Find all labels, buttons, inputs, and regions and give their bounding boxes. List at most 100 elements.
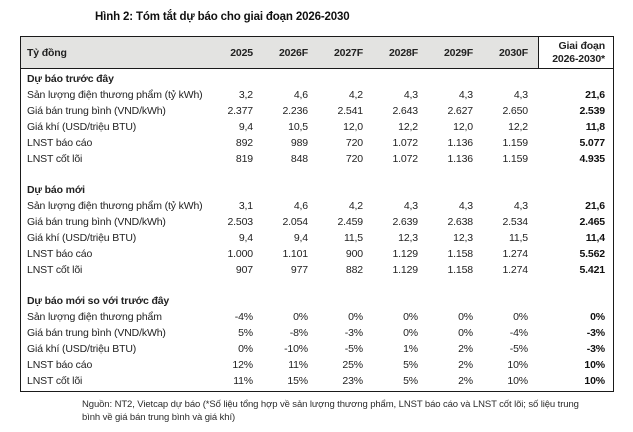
cell-value: 11,5 <box>508 232 528 244</box>
row-label: LNST báo cáo <box>27 359 93 371</box>
cell-value: 10,5 <box>288 121 308 133</box>
cell-period-total: 0% <box>590 311 605 323</box>
cell-value: 1.274 <box>502 248 528 260</box>
cell-value: 1.000 <box>227 248 253 260</box>
table-row: LNST báo cáo 892 989 720 1.072 1.136 1.159 5.07… <box>21 135 613 151</box>
cell-value: 0% <box>293 311 308 323</box>
cell-value: 2.503 <box>227 216 253 228</box>
source-note: Nguồn: NT2, Vietcap dự báo (*Số liệu tổn… <box>82 399 579 423</box>
cell-value: 12% <box>232 359 253 371</box>
cell-value: 5% <box>403 375 418 387</box>
row-label: LNST cốt lõi <box>27 375 83 387</box>
cell-value: 4,3 <box>458 89 473 101</box>
cell-period-total: -3% <box>586 327 605 339</box>
row-label: Giá bán trung bình (VND/kWh) <box>27 216 166 228</box>
cell-value: 9,4 <box>293 232 308 244</box>
cell-value: 882 <box>345 264 363 276</box>
cell-value: 5% <box>238 327 253 339</box>
table-row: Giá khí (USD/triệu BTU) 0% -10% -5% 1% 2% -5% -… <box>21 341 613 357</box>
cell-value: 2% <box>458 343 473 355</box>
table-row: LNST báo cáo 1.000 1.101 900 1.129 1.158 1.274… <box>21 246 613 262</box>
cell-value: 12,0 <box>453 121 473 133</box>
table-row: Giá bán trung bình (VND/kWh) 2.503 2.054 2.… <box>21 214 613 230</box>
cell-value: 2.627 <box>447 105 473 117</box>
row-label: Giá bán trung bình (VND/kWh) <box>27 105 166 117</box>
cell-value: 977 <box>290 264 308 276</box>
row-label: Sản lượng điện thương phẩm (tỷ kWh) <box>27 89 203 101</box>
row-label: LNST báo cáo <box>27 137 93 149</box>
cell-value: 1.101 <box>282 248 308 260</box>
cell-value: 2.643 <box>392 105 418 117</box>
cell-value: -5% <box>344 343 363 355</box>
row-label: LNST báo cáo <box>27 248 93 260</box>
table-row: Sản lượng điện thương phẩm -4% 0% 0% 0% 0% 0% 0… <box>21 309 613 325</box>
cell-value: 0% <box>403 327 418 339</box>
period-header-cell: Giai đoạn 2026-2030* <box>538 37 613 68</box>
cell-value: 1% <box>403 343 418 355</box>
cell-value: 12,3 <box>453 232 473 244</box>
cell-value: 2.377 <box>227 105 253 117</box>
year-header-cell: 2025 <box>208 37 263 68</box>
cell-value: 0% <box>238 343 253 355</box>
section-title: Dự báo mới so với trước đây <box>27 295 170 307</box>
table-row: Sản lượng điện thương phẩm (tỷ kWh) 3,2 4,… <box>21 87 613 103</box>
table-row: Sản lượng điện thương phẩm (tỷ kWh) 3,1 4,… <box>21 198 613 214</box>
cell-value: 1.158 <box>447 264 473 276</box>
section-gap <box>21 167 613 180</box>
cell-value: 1.072 <box>392 137 418 149</box>
cell-value: 10% <box>507 375 528 387</box>
table-body: Dự báo trước đây Sản lượng điện thương ph… <box>21 69 613 391</box>
section-gap <box>21 278 613 291</box>
row-label: Giá bán trung bình (VND/kWh) <box>27 327 166 339</box>
cell-value: 0% <box>458 327 473 339</box>
cell-value: 720 <box>345 153 363 165</box>
cell-value: 4,6 <box>293 89 308 101</box>
cell-value: 4,6 <box>293 200 308 212</box>
section-title: Dự báo mới <box>27 184 85 196</box>
cell-period-total: 10% <box>584 375 605 387</box>
table-section: Dự báo mới Sản lượng điện thương phẩm (tỷ… <box>21 180 613 278</box>
cell-value: 2% <box>458 359 473 371</box>
cell-value: 4,2 <box>348 200 363 212</box>
cell-value: 2.459 <box>337 216 363 228</box>
cell-period-total: 21,6 <box>585 200 605 212</box>
cell-value: 12,2 <box>508 121 528 133</box>
cell-period-total: -3% <box>586 343 605 355</box>
year-header-cell: 2029F <box>428 37 483 68</box>
cell-value: 23% <box>342 375 363 387</box>
cell-value: 11% <box>233 375 253 387</box>
forecast-table: Tỷ đồng 2025 2026F 2027F 2028F 2029F 203… <box>20 36 614 392</box>
cell-value: 9,4 <box>238 121 253 133</box>
cell-value: 11% <box>288 359 308 371</box>
cell-value: 1.129 <box>392 264 418 276</box>
cell-value: 848 <box>290 153 308 165</box>
cell-value: 4,2 <box>348 89 363 101</box>
cell-value: 4,3 <box>458 200 473 212</box>
year-header-cell: 2030F <box>483 37 538 68</box>
cell-value: 3,2 <box>238 89 253 101</box>
cell-value: 2.236 <box>282 105 308 117</box>
cell-value: 900 <box>345 248 363 260</box>
table-row: Giá khí (USD/triệu BTU) 9,4 10,5 12,0 12,2 12… <box>21 119 613 135</box>
row-label: Giá khí (USD/triệu BTU) <box>27 343 137 355</box>
table-row: Giá khí (USD/triệu BTU) 9,4 9,4 11,5 12,3 12,… <box>21 230 613 246</box>
cell-value: -5% <box>509 343 528 355</box>
cell-value: 907 <box>235 264 253 276</box>
year-header-cell: 2026F <box>263 37 318 68</box>
unit-header-cell: Tỷ đồng <box>21 37 208 68</box>
cell-value: -8% <box>289 327 308 339</box>
table-section: Dự báo trước đây Sản lượng điện thương ph… <box>21 69 613 167</box>
cell-period-total: 2.465 <box>579 216 605 228</box>
cell-value: 1.274 <box>502 264 528 276</box>
cell-value: 12,3 <box>398 232 418 244</box>
row-label: Giá khí (USD/triệu BTU) <box>27 232 137 244</box>
cell-value: 1.136 <box>447 137 473 149</box>
cell-period-total: 21,6 <box>585 89 605 101</box>
table-section: Dự báo mới so với trước đây Sản lượng điệ… <box>21 291 613 389</box>
cell-value: 10% <box>507 359 528 371</box>
table-header-row: Tỷ đồng 2025 2026F 2027F 2028F 2029F 203… <box>21 37 613 69</box>
row-label: Sản lượng điện thương phẩm <box>27 311 162 323</box>
cell-value: -4% <box>234 311 253 323</box>
cell-value: 989 <box>290 137 308 149</box>
